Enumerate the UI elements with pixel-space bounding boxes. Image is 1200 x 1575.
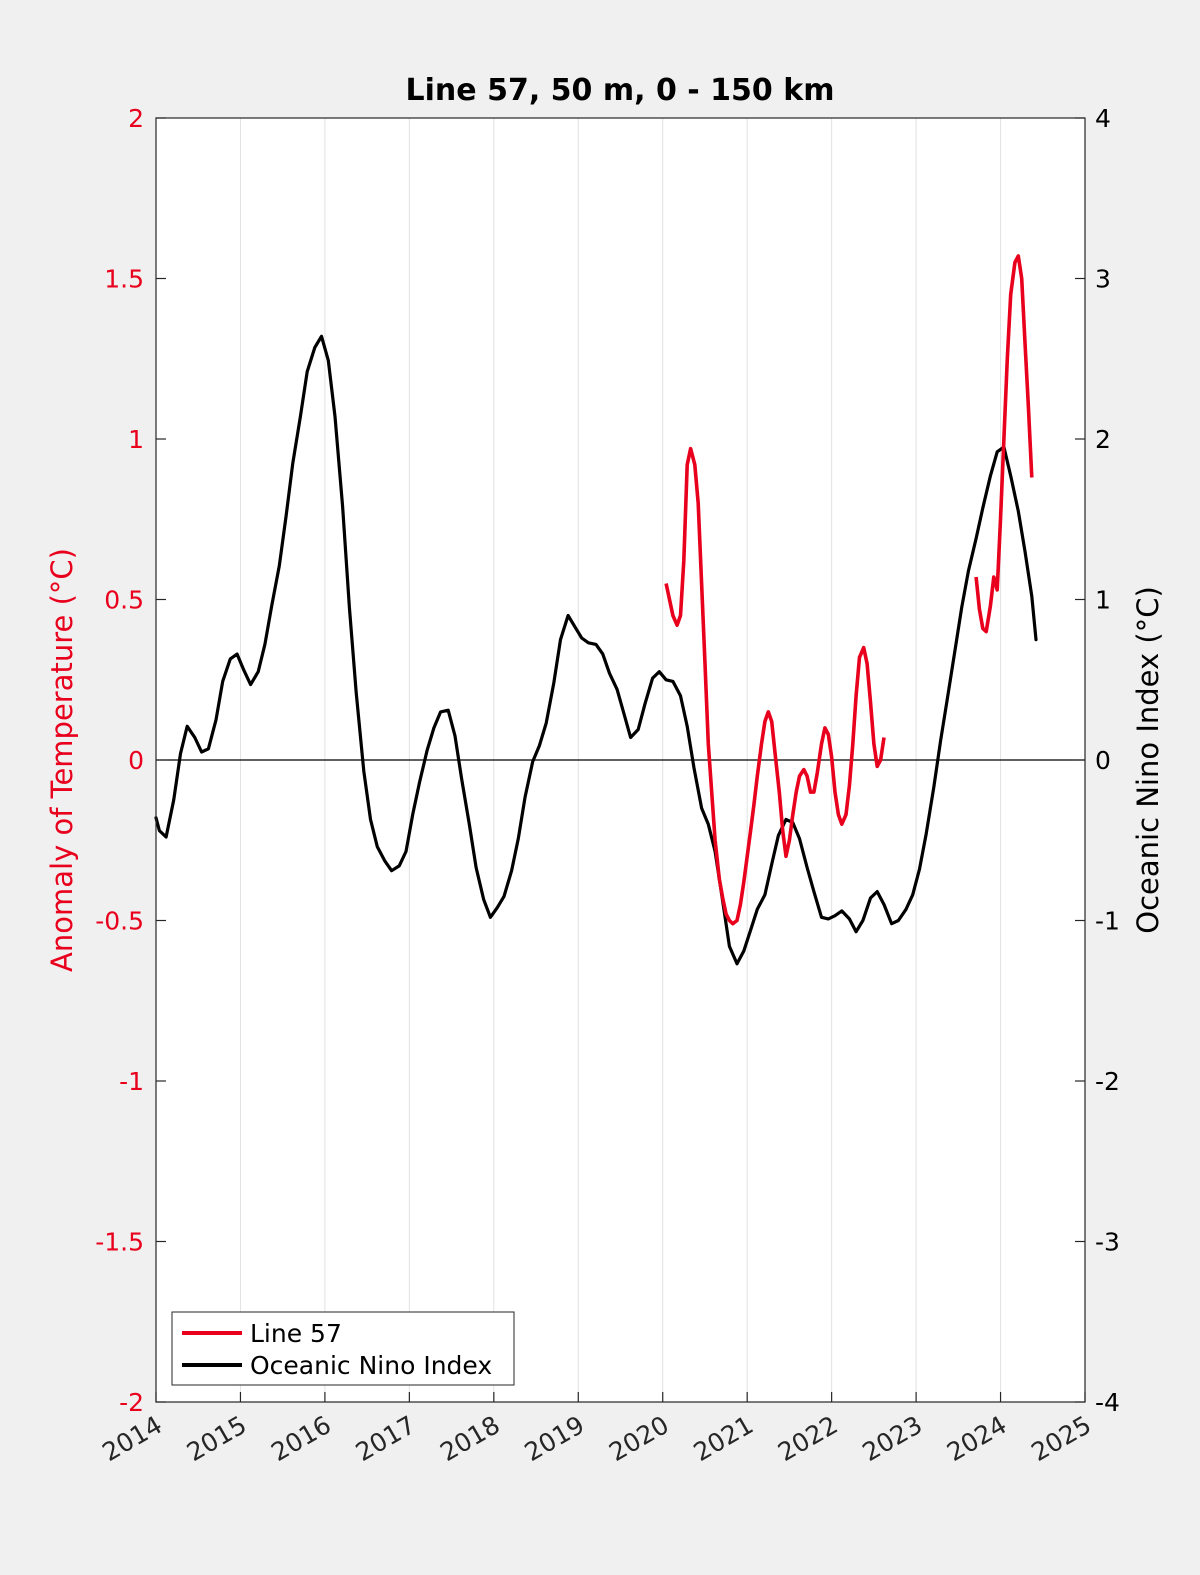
y-tick-label: 1.5: [104, 265, 144, 294]
y2-tick-label: -2: [1095, 1067, 1120, 1096]
legend-box: [171, 1311, 515, 1386]
y-tick-label: 1: [128, 425, 144, 454]
y2-tick-label: 0: [1095, 746, 1111, 775]
series-line-line57-segment-1: [664, 446, 886, 926]
y-tick-label: -2: [119, 1388, 144, 1417]
legend-label-oni: Oceanic Nino Index: [250, 1351, 492, 1380]
y-axis-label: Anomaly of Temperature (°C): [45, 548, 79, 972]
y2-tick-label: 4: [1095, 104, 1111, 133]
y2-tick-label: 2: [1095, 425, 1111, 454]
y-tick-label: -1: [119, 1067, 144, 1096]
y2-tick-label: -1: [1095, 907, 1120, 936]
y-tick-label: -1.5: [95, 1228, 144, 1257]
y2-tick-label: 1: [1095, 586, 1111, 615]
y-tick-label: -0.5: [95, 907, 144, 936]
y-tick-label: 0: [128, 746, 144, 775]
series-layer: [154, 254, 1038, 966]
legend-label-line57: Line 57: [250, 1319, 342, 1348]
y-tick-label: 2: [128, 104, 144, 133]
series-line-oni: [154, 334, 1038, 966]
y2-tick-label: 3: [1095, 265, 1111, 294]
legend: Line 57 Oceanic Nino Index: [171, 1311, 515, 1386]
y2-axis-label: Oceanic Nino Index (°C): [1131, 586, 1165, 934]
y-tick-label: 0.5: [104, 586, 144, 615]
y2-tick-label: -4: [1095, 1388, 1120, 1417]
series-line-line57-segment-2: [974, 254, 1034, 634]
chart-title: Line 57, 50 m, 0 - 150 km: [406, 73, 835, 108]
y2-tick-label: -3: [1095, 1228, 1120, 1257]
